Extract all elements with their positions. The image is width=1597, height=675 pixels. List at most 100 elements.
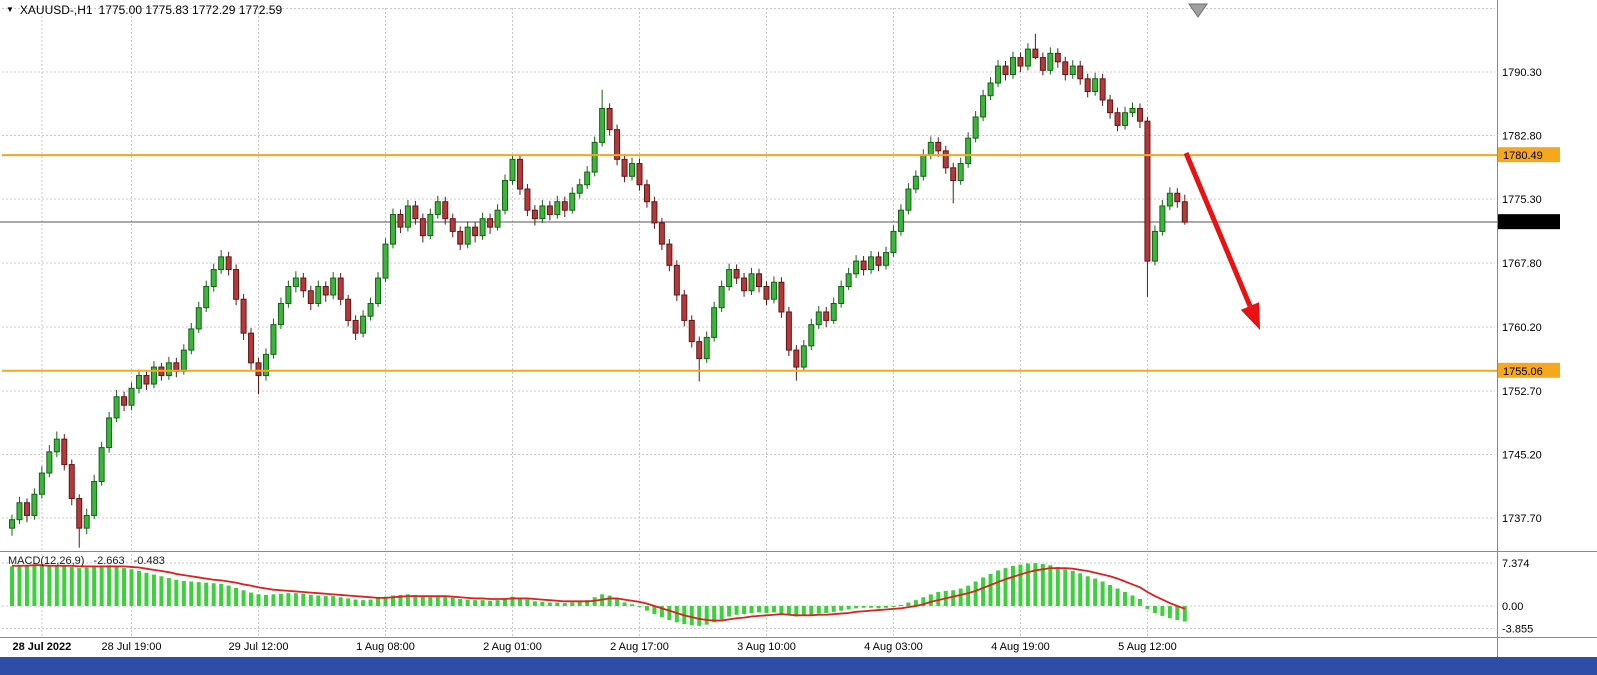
candle-body [1002,65,1009,76]
candle-body [599,107,606,143]
candle-body [1122,112,1129,126]
candle-body [419,218,426,237]
candlestick [479,212,486,240]
candle-body [1032,48,1039,59]
price-axis-label: 1760.20 [1502,322,1542,334]
candle-body [61,438,68,466]
candlestick [987,77,994,100]
trend-arrow-head[interactable] [1240,302,1261,330]
candlestick [382,238,389,283]
candlestick [845,267,852,290]
candle-body [957,163,964,182]
candlestick [897,204,904,236]
macd-histogram-bar [316,595,321,606]
candlestick [681,289,688,327]
candlestick [203,280,210,312]
candlestick [868,250,875,274]
macd-histogram-bar [846,606,851,610]
candle-body [210,269,217,288]
candlestick [651,196,658,229]
candlestick [1114,107,1121,132]
macd-histogram-bar [547,602,552,606]
candle-body [1151,230,1158,262]
candle-body [113,396,120,419]
time-axis-label: 5 Aug 12:00 [1118,641,1177,653]
candlestick [315,280,322,307]
macd-histogram-bar [577,601,582,606]
macd-histogram-bar [764,606,769,613]
macd-histogram-bar [54,565,59,606]
macd-histogram-bar [62,565,67,606]
ohlc-readout: 1775.00 1775.83 1772.29 1772.59 [98,3,283,17]
macd-histogram-bar [241,590,246,606]
candle-body [449,218,456,232]
candle-body [643,184,650,203]
candlestick [748,267,755,295]
candle-body [576,184,583,194]
candlestick [718,280,725,312]
candle-body [150,366,157,385]
candle-body [778,281,785,313]
candlestick [995,60,1002,88]
candle-body [322,286,329,296]
candle-body [277,302,284,326]
trend-arrow[interactable] [1183,152,1253,307]
candle-body [1092,78,1099,93]
candle-body [464,226,471,245]
candlestick [688,315,695,348]
candlestick [539,200,546,223]
candlestick [1009,51,1016,79]
candle-body [531,209,538,220]
candle-body [1174,192,1181,203]
macd-histogram-bar [1040,564,1045,606]
candle-body [853,260,860,275]
candlestick [292,271,299,293]
candlestick [300,272,307,298]
price-axis-label: 1745.20 [1502,449,1542,461]
candle-body [524,188,531,211]
macd-histogram-bar [353,599,358,606]
macd-histogram-bar [84,567,89,606]
macd-histogram-bar [622,602,627,606]
candlestick [741,272,748,297]
chart-canvas[interactable]: 28 Jul 2022 28 Jul 19:00 29 Jul 12:00 1 Aug… [0,0,1597,657]
macd-histogram-bar [861,606,866,608]
chart-shift-marker-icon[interactable] [1188,3,1208,18]
symbol-dropdown-icon[interactable]: ▼ [6,5,14,14]
macd-histogram-bar [659,606,664,618]
price-axis-label: 1767.80 [1502,258,1542,270]
candlestick [1159,200,1166,236]
candlestick [262,348,269,381]
macd-histogram-bar [1048,565,1053,606]
macd-histogram-bar [786,606,791,616]
macd-histogram-bar [338,597,343,606]
candlestick [800,339,807,372]
candle-body [890,230,897,254]
candlestick [240,294,247,340]
candle-body [1069,65,1076,76]
candlestick [38,466,45,499]
candlestick [61,434,68,471]
candle-body [621,158,628,177]
macd-histogram-bar [510,596,515,606]
candle-body [673,264,680,296]
candlestick [1151,225,1158,266]
candlestick [68,459,75,506]
candlestick [1092,72,1099,96]
candle-body [584,171,591,186]
macd-histogram-bar [555,602,560,606]
candle-body [606,107,613,131]
macd-histogram-bar [136,571,141,606]
candlestick [838,280,845,308]
candle-body [688,319,695,343]
candlestick [121,391,128,412]
candlestick [1047,47,1054,75]
candlestick [487,213,494,234]
candlestick [516,155,523,195]
macd-histogram-bar [689,606,694,626]
macd-histogram-bar [390,595,395,606]
candlestick [53,431,60,457]
candlestick [561,196,568,217]
macd-histogram-bar [966,585,971,606]
candlestick [770,276,777,304]
